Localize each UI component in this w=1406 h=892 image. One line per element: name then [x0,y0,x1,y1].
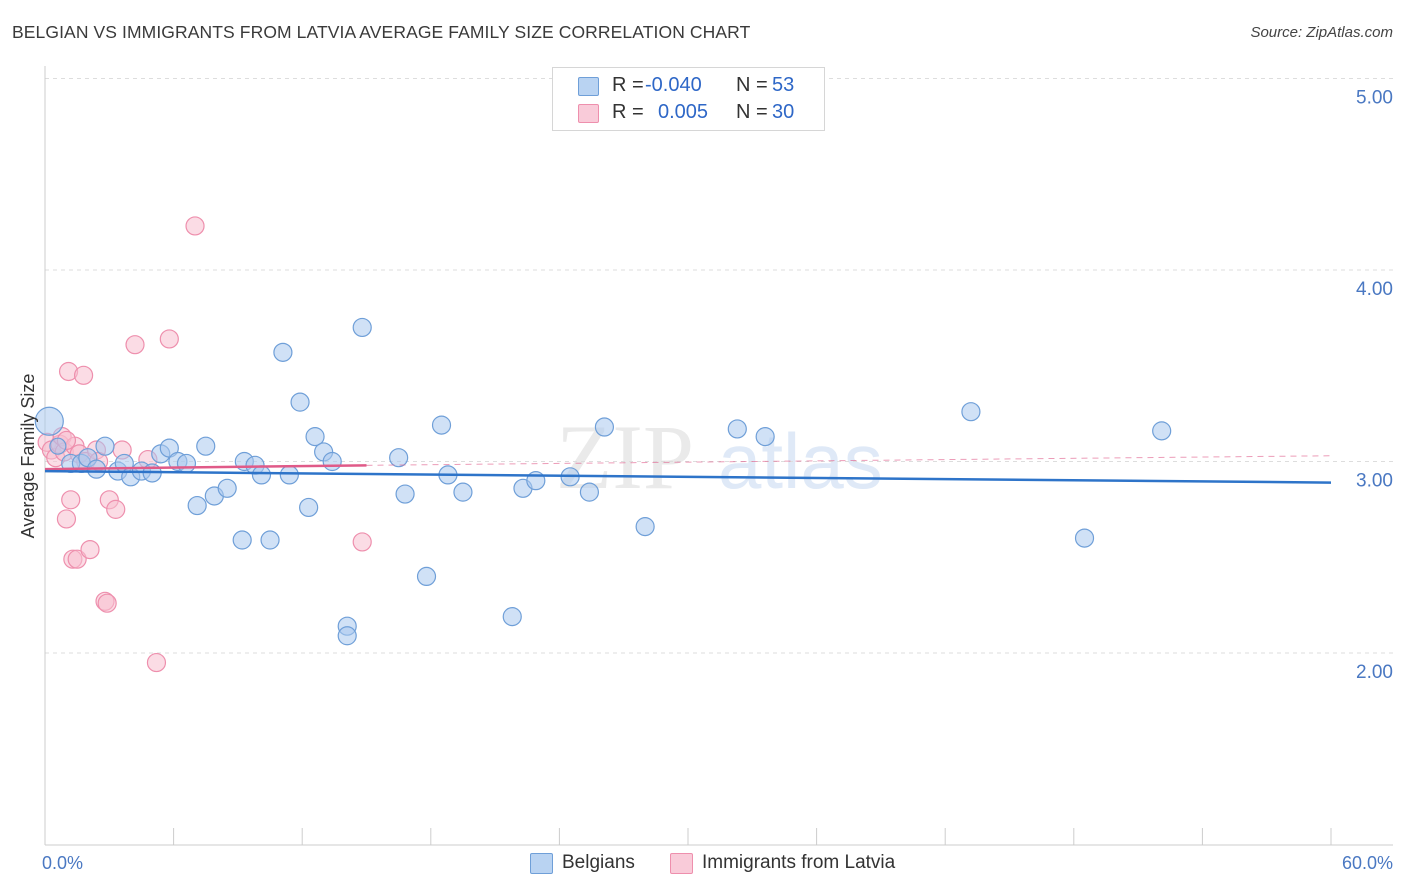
belgians-r-value: -0.040 [645,74,702,96]
latvia-point [80,539,100,560]
belgians-swatch [578,77,599,96]
latvia-point [61,490,81,510]
y-tick-label-2: 4.00 [1356,279,1393,300]
latvia-trend-extension [366,455,1332,466]
belgian-point [395,484,415,504]
y-axis-title: Average Family Size [18,374,38,539]
belgians-n-value: 53 [772,74,795,96]
latvia-point [106,499,126,519]
latvia-point [73,365,94,385]
belgian-point [961,402,981,422]
axis-labels: 2.00 3.00 4.00 5.00 0.0% 60.0% Average Family … [18,88,1393,874]
latvia-n-value: 30 [772,101,795,123]
belgian-point [49,437,67,455]
latvia-point [67,549,87,569]
latvia-point [146,652,167,673]
latvia-point [159,329,179,349]
belgian-point [196,436,216,456]
belgian-point [176,453,197,474]
belgian-point [260,530,280,550]
chart-title: BELGIAN VS IMMIGRANTS FROM LATVIA AVERAG… [12,22,751,42]
belgian-point [416,566,437,587]
belgian-point [1074,528,1095,548]
belgian-point [187,495,207,516]
y-tick-label-1: 3.00 [1356,471,1393,492]
latvia-r-value: 0.005 [658,101,709,123]
belgian-point [290,392,310,412]
x-tick-label-1: 60.0% [1342,853,1393,873]
latvia-point [56,509,77,529]
belgian-point [1152,421,1172,441]
belgian-point [217,478,237,498]
belgian-point [453,482,473,502]
belgian-point [273,342,293,362]
belgians-r-label: R = [612,74,644,96]
belgian-point [352,317,372,338]
correlation-legend: R = -0.040 N = 53 R = 0.005 N = 30 [552,67,825,131]
belgian-point [431,415,452,435]
belgian-point [279,465,299,485]
latvia-point [352,532,372,552]
belgian-point [322,451,342,472]
latvia-point [125,335,145,355]
belgian-point [727,419,747,439]
y-tick-label-0: 2.00 [1356,662,1393,683]
bottom-belgians-swatch [530,853,553,874]
latvia-point [185,216,205,236]
belgians-n-label: N = [736,74,768,96]
trend-lines [44,455,1332,484]
belgian-trend-line [44,469,1332,484]
latvia-swatch [578,104,599,123]
belgian-point [755,427,775,447]
belgian-point [299,497,319,518]
belgian-point [251,465,272,485]
belgian-point [635,517,655,537]
belgian-point [159,438,179,458]
latvia-trend-line [44,464,367,471]
latvia-r-label: R = [612,101,644,123]
belgian-point [95,436,115,456]
gridlines [45,78,1393,654]
y-tick-label-3: 5.00 [1356,88,1393,109]
x-tick-label-0: 0.0% [42,853,83,873]
belgian-point [337,626,357,646]
source-label: Source: ZipAtlas.com [1250,24,1393,41]
belgian-point [232,530,252,550]
bottom-latvia-label: Immigrants from Latvia [702,852,896,873]
latvia-n-label: N = [736,101,768,123]
bottom-belgians-label: Belgians [562,852,635,873]
belgian-point [502,607,522,627]
belgian-point [579,482,600,502]
belgian-point [34,406,64,436]
watermark-zip: ZIP [556,406,694,508]
bottom-latvia-swatch [670,853,693,874]
belgian-point [594,417,615,437]
belgian-point [305,427,325,447]
belgian-point [389,448,409,468]
latvia-point [97,593,117,613]
